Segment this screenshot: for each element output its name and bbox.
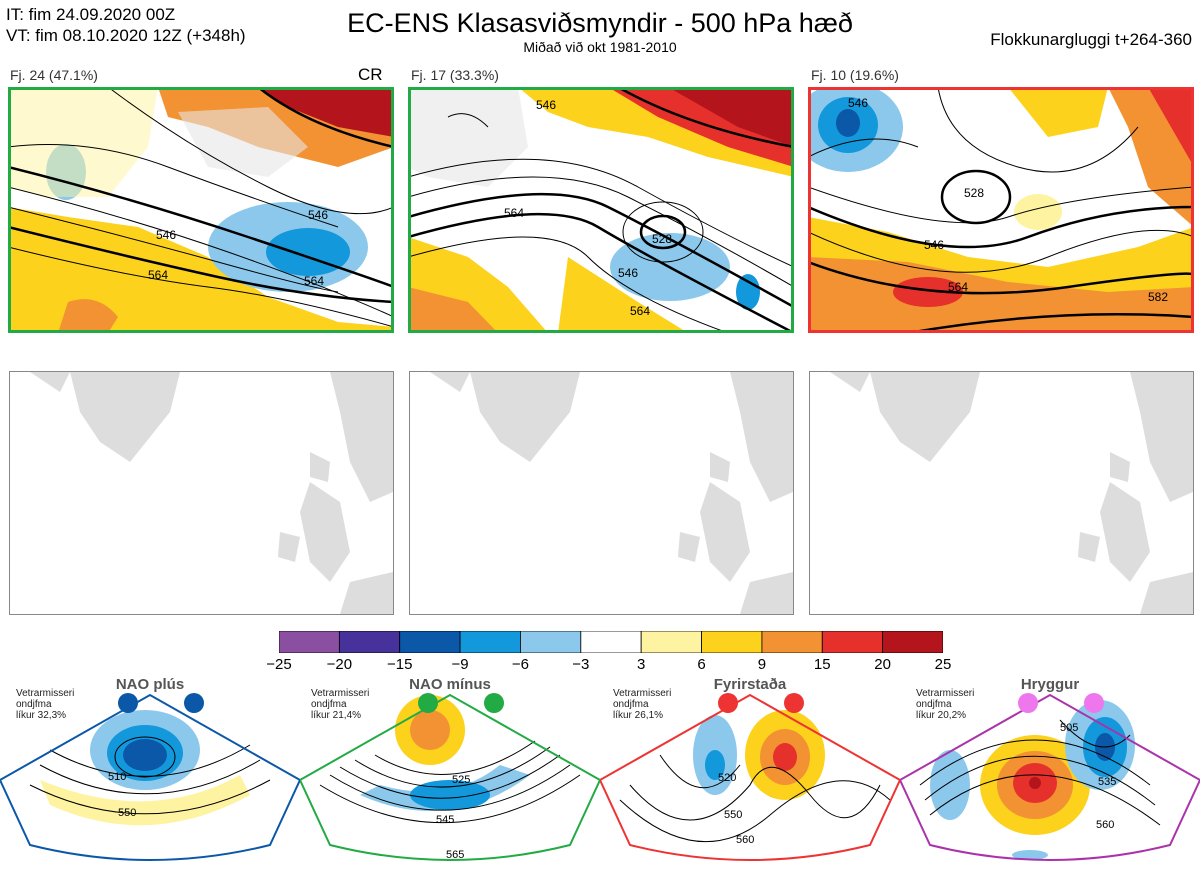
cluster-1-contour-2: 564 bbox=[148, 268, 168, 282]
regime-2-contour-1: 525 bbox=[452, 774, 470, 786]
colorbar-tick-label: 6 bbox=[697, 656, 706, 673]
regime-panel-4: 505 535 560 bbox=[898, 675, 1200, 871]
cluster-map-2: 546 564 528 546 564 bbox=[408, 87, 794, 333]
cluster-2-contour-4: 546 bbox=[618, 266, 638, 280]
colorbar-segment bbox=[520, 630, 582, 654]
cluster-map-1: 546 564 546 564 bbox=[8, 87, 394, 333]
colorbar-segment bbox=[761, 630, 823, 654]
regime-desc-1: Vetrarmisseri ondjfma líkur 32,3% bbox=[16, 688, 75, 721]
regime-panel-3: 520 550 560 bbox=[598, 675, 902, 871]
cluster-2-contour-5: 564 bbox=[630, 304, 650, 318]
colorbar-tick-label: 25 bbox=[934, 656, 952, 673]
cluster-3-contour-3: 546 bbox=[924, 238, 944, 252]
regime-3-contour-1: 520 bbox=[718, 772, 736, 784]
page-subtitle: Miðað við okt 1981-2010 bbox=[523, 39, 677, 55]
window-label: Flokkunargluggi t+264-360 bbox=[990, 30, 1192, 49]
colorbar-tick-label: 20 bbox=[874, 656, 891, 673]
colorbar-tick-label: −20 bbox=[326, 656, 353, 673]
colorbar-segment bbox=[882, 630, 944, 654]
cluster-label-1: Fj. 24 (47.1%) bbox=[10, 67, 98, 83]
empty-map-2 bbox=[409, 371, 794, 615]
colorbar-tick-label: −6 bbox=[511, 656, 529, 673]
regime-3-contour-3: 560 bbox=[736, 834, 754, 846]
colorbar bbox=[278, 630, 944, 654]
colorbar-tick-label: −3 bbox=[572, 656, 590, 673]
regime-marker-dot bbox=[184, 693, 204, 713]
regime-2-contour-2: 545 bbox=[436, 814, 454, 826]
colorbar-segment bbox=[640, 630, 702, 654]
cluster-3-contour-5: 582 bbox=[1148, 290, 1168, 304]
regime-marker-dot bbox=[484, 693, 504, 713]
colorbar-tick-label: 9 bbox=[757, 656, 767, 673]
init-time: IT: fim 24.09.2020 00Z bbox=[6, 5, 176, 24]
colorbar-segment bbox=[701, 630, 763, 654]
regime-4-contour-2: 535 bbox=[1098, 776, 1116, 788]
valid-time: VT: fim 08.10.2020 12Z (+348h) bbox=[6, 26, 246, 45]
colorbar-segment bbox=[821, 630, 884, 654]
regime-marker-dot bbox=[718, 693, 738, 713]
regime-3-contour-2: 550 bbox=[724, 809, 742, 821]
empty-map-1 bbox=[9, 371, 394, 615]
regime-name-1: NAO plús bbox=[115, 676, 185, 693]
regime-panel-1: 510 550 bbox=[0, 675, 302, 871]
colorbar-tick-label: 15 bbox=[813, 656, 831, 673]
regime-desc-4: Vetrarmisseri ondjfma líkur 20,2% bbox=[916, 688, 975, 721]
cluster-3-contour-4: 564 bbox=[948, 280, 968, 294]
empty-map-3 bbox=[809, 371, 1194, 615]
colorbar-segment bbox=[580, 630, 642, 654]
regime-panel-2: 525 545 565 bbox=[298, 675, 602, 871]
cluster-3-contour-2: 528 bbox=[964, 186, 984, 200]
colorbar-segment bbox=[459, 630, 521, 654]
regime-name-3: Fyrirstaða bbox=[713, 676, 787, 693]
cluster-label-3: Fj. 10 (19.6%) bbox=[811, 67, 899, 83]
regime-1-contour-2: 550 bbox=[118, 807, 136, 819]
cluster-1-contour-4: 564 bbox=[304, 274, 324, 288]
regime-1-contour-1: 510 bbox=[108, 771, 126, 783]
cluster-1-contour-1: 546 bbox=[156, 228, 176, 242]
colorbar-tick-label: −9 bbox=[451, 656, 469, 673]
cluster-map-3: 546 528 546 564 582 bbox=[808, 87, 1194, 333]
cluster-label-2: Fj. 17 (33.3%) bbox=[411, 67, 499, 83]
colorbar-segment bbox=[278, 630, 340, 654]
regime-4-contour-3: 560 bbox=[1096, 819, 1114, 831]
page-title: EC-ENS Klasasviðsmyndir - 500 hPa hæð bbox=[347, 8, 853, 38]
regime-name-4: Hryggur bbox=[1020, 676, 1080, 693]
regime-marker-dot bbox=[418, 693, 438, 713]
regime-4-contour-1: 505 bbox=[1060, 722, 1078, 734]
cluster-2-contour-1: 546 bbox=[536, 98, 556, 112]
colorbar-segment bbox=[338, 630, 401, 654]
cluster-2-contour-2: 564 bbox=[504, 206, 524, 220]
colorbar-tick-label: −15 bbox=[386, 656, 413, 673]
regime-marker-dot bbox=[1018, 693, 1038, 713]
cluster-1-contour-3: 546 bbox=[308, 208, 328, 222]
cluster-2-contour-3: 528 bbox=[652, 232, 672, 246]
cluster-3-contour-1: 546 bbox=[848, 96, 868, 110]
colorbar-segment bbox=[399, 630, 461, 654]
cluster-tag-1: CR bbox=[358, 65, 383, 84]
colorbar-tick-label: 3 bbox=[637, 656, 646, 673]
regime-marker-dot bbox=[118, 693, 138, 713]
colorbar-tick-label: −25 bbox=[266, 656, 292, 673]
regime-marker-dot bbox=[784, 693, 804, 713]
regime-2-contour-3: 565 bbox=[446, 849, 464, 861]
regime-desc-2: Vetrarmisseri ondjfma líkur 21,4% bbox=[311, 688, 370, 721]
regime-desc-3: Vetrarmisseri ondjfma líkur 26,1% bbox=[613, 688, 672, 721]
regime-name-2: NAO mínus bbox=[409, 676, 491, 693]
header-info: IT: fim 24.09.2020 00Z VT: fim 08.10.202… bbox=[6, 4, 246, 46]
regime-marker-dot bbox=[1084, 693, 1104, 713]
